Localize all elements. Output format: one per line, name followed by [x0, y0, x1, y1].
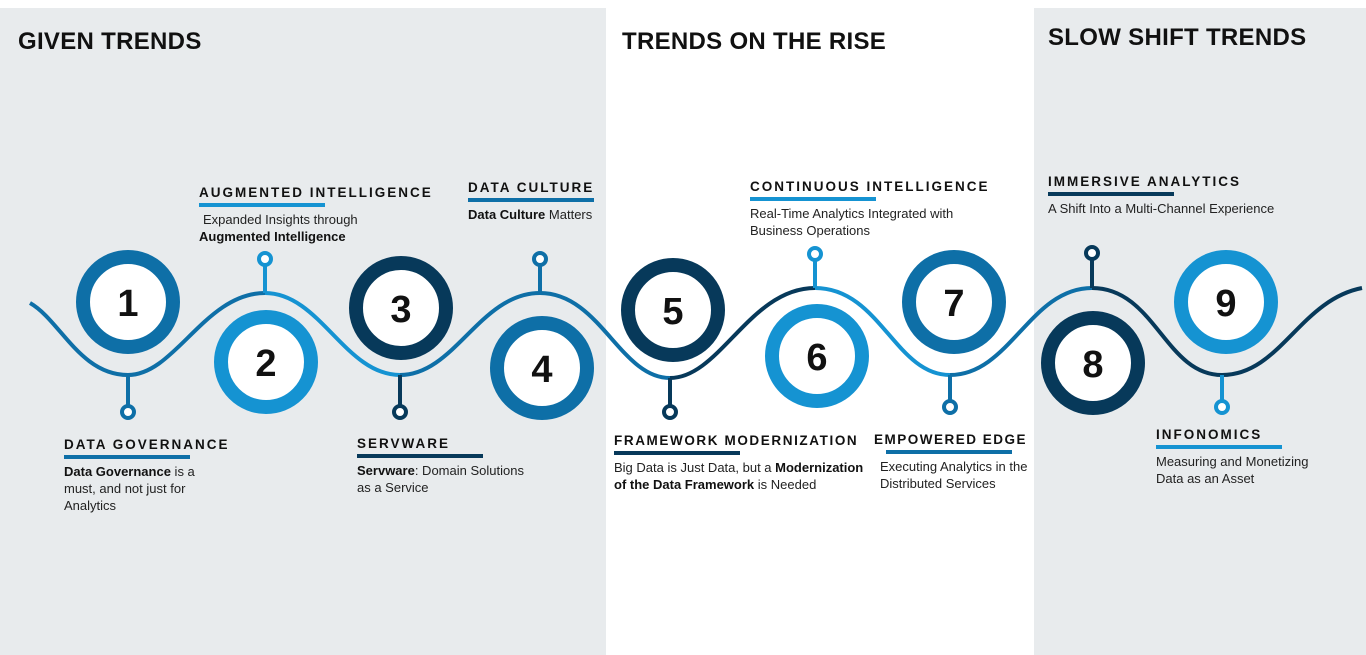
pin-3 — [392, 404, 408, 420]
pin-9 — [1214, 399, 1230, 415]
item-description: Executing Analytics in the Distributed S… — [874, 458, 1032, 492]
step-ring-4: 4 — [490, 316, 594, 420]
step-number-9: 9 — [1215, 283, 1236, 325]
item-description: Measuring and Monetizing Data as an Asse… — [1156, 453, 1326, 487]
item-title: CONTINUOUS INTELLIGENCE — [750, 179, 990, 194]
item-underline — [64, 455, 190, 459]
pin-2 — [257, 251, 273, 267]
item-empowered-edge: EMPOWERED EDGE Executing Analytics in th… — [874, 432, 1032, 492]
wave-segment — [814, 286, 951, 377]
pin-8 — [1084, 245, 1100, 261]
pin-6 — [807, 246, 823, 262]
item-augmented-intelligence: AUGMENTED INTELLIGENCE Expanded Insights… — [199, 185, 459, 245]
item-title: AUGMENTED INTELLIGENCE — [199, 185, 433, 200]
item-description: Expanded Insights through Augmented Intel… — [199, 211, 459, 245]
wave-segment — [949, 286, 1093, 377]
section-title-slow: SLOW SHIFT TRENDS — [1048, 24, 1307, 51]
item-data-governance: DATA GOVERNANCE Data Governance is a mus… — [64, 437, 264, 514]
item-underline — [468, 198, 594, 202]
step-number-6: 6 — [806, 337, 827, 379]
item-title: INFONOMICS — [1156, 427, 1263, 442]
item-title: FRAMEWORK MODERNIZATION — [614, 433, 859, 448]
item-continuous-intelligence: CONTINUOUS INTELLIGENCE Real-Time Analyt… — [750, 179, 1010, 239]
step-number-5: 5 — [662, 291, 683, 333]
desc-text: : Domain Solutions as a Service — [357, 463, 524, 495]
item-description: Real-Time Analytics Integrated with Busi… — [750, 205, 970, 239]
item-underline — [199, 203, 325, 207]
desc-text: A Shift Into a Multi-Channel Experience — [1048, 201, 1275, 216]
wave-segment — [669, 286, 816, 380]
item-description: Big Data is Just Data, but a Modernizati… — [614, 459, 876, 493]
step-number-1: 1 — [117, 283, 138, 325]
step-number-4: 4 — [531, 349, 552, 391]
pin-7 — [942, 399, 958, 415]
desc-text: Big Data is Just Data, but a — [614, 460, 776, 475]
step-ring-3: 3 — [349, 256, 453, 360]
desc-bold: Data Culture — [468, 207, 546, 222]
step-ring-1: 1 — [76, 250, 180, 354]
item-title: EMPOWERED EDGE — [874, 432, 1028, 447]
desc-text: Real-Time Analytics Integrated with Busi… — [750, 206, 954, 238]
desc-text: Expanded Insights through — [203, 212, 358, 227]
desc-bold: Servware — [357, 463, 415, 478]
pin-4 — [532, 251, 548, 267]
item-data-culture: DATA CULTURE Data Culture Matters — [468, 180, 608, 223]
item-description: A Shift Into a Multi-Channel Experience — [1048, 200, 1348, 217]
item-title: DATA GOVERNANCE — [64, 437, 230, 452]
connector-pins — [120, 245, 1230, 420]
item-underline — [357, 454, 483, 458]
item-underline — [750, 197, 876, 201]
item-description: Data Governance is a must, and not just … — [64, 463, 214, 514]
item-underline — [614, 451, 740, 455]
item-immersive-analytics: IMMERSIVE ANALYTICS A Shift Into a Multi… — [1048, 174, 1348, 217]
item-title: DATA CULTURE — [468, 180, 595, 195]
desc-bold: Augmented Intelligence — [199, 229, 346, 244]
step-number-2: 2 — [255, 343, 276, 385]
desc-text: Measuring and Monetizing Data as an Asse… — [1156, 454, 1309, 486]
desc-text: is a must, and not just for Analytics — [64, 464, 195, 513]
item-underline — [886, 450, 1012, 454]
step-ring-7: 7 — [902, 250, 1006, 354]
pin-5 — [662, 404, 678, 420]
step-ring-6: 6 — [765, 304, 869, 408]
step-ring-5: 5 — [621, 258, 725, 362]
wave-segment — [399, 291, 541, 377]
item-title: SERVWARE — [357, 436, 451, 451]
step-ring-8: 8 — [1041, 311, 1145, 415]
desc-text: Matters — [545, 207, 593, 222]
item-description: Servware: Domain Solutions as a Service — [357, 462, 537, 496]
section-title-rise: TRENDS ON THE RISE — [622, 28, 887, 55]
desc-bold: Modernization of the Data Framework — [614, 460, 864, 492]
item-title: IMMERSIVE ANALYTICS — [1048, 174, 1242, 189]
step-ring-2: 2 — [214, 310, 318, 414]
item-underline — [1048, 192, 1174, 196]
item-infonomics: INFONOMICS Measuring and Monetizing Data… — [1156, 427, 1346, 487]
wave-segment — [264, 291, 401, 377]
item-framework-modernization: FRAMEWORK MODERNIZATION Big Data is Just… — [614, 433, 876, 493]
item-underline — [1156, 445, 1282, 449]
item-servware: SERVWARE Servware: Domain Solutions as a… — [357, 436, 557, 496]
section-title-given: GIVEN TRENDS — [18, 28, 202, 55]
pin-1 — [120, 404, 136, 420]
desc-text: Executing Analytics in the Distributed S… — [880, 459, 1028, 491]
item-description: Data Culture Matters — [468, 206, 608, 223]
wave-segment — [539, 291, 671, 380]
step-number-8: 8 — [1082, 344, 1103, 386]
desc-text: is Needed — [754, 477, 817, 492]
step-ring-9: 9 — [1174, 250, 1278, 354]
step-number-7: 7 — [943, 283, 964, 325]
desc-bold: Data Governance — [64, 464, 171, 479]
step-number-3: 3 — [390, 289, 411, 331]
wave-segment — [28, 291, 266, 378]
